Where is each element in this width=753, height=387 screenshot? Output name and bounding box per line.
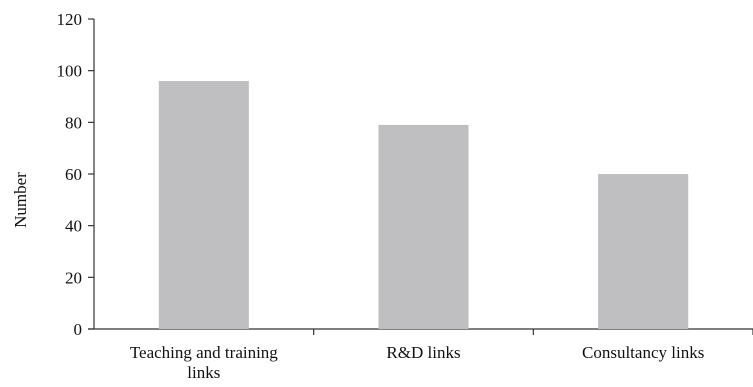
- bar: [378, 124, 469, 330]
- y-axis-title: Number: [11, 172, 30, 228]
- y-tick-label: 40: [65, 217, 82, 236]
- x-tick-label: R&D links: [386, 343, 460, 362]
- x-tick-label: Teaching and training links: [130, 343, 278, 382]
- y-tick-label: 120: [57, 10, 83, 29]
- bars: [158, 81, 689, 330]
- x-tick-label: Consultancy links: [582, 343, 704, 362]
- y-tick-label: 0: [74, 320, 83, 339]
- y-axis-ticks: 0 20 40 60 80 100 120: [57, 10, 94, 339]
- y-tick-label: 60: [65, 165, 82, 184]
- bar: [598, 174, 689, 329]
- x-axis-ticks: Teaching and training links R&D links Consu…: [130, 329, 753, 382]
- bar: [158, 81, 249, 329]
- y-tick-label: 80: [65, 113, 82, 132]
- y-tick-label: 100: [57, 62, 83, 81]
- y-tick-label: 20: [65, 268, 82, 287]
